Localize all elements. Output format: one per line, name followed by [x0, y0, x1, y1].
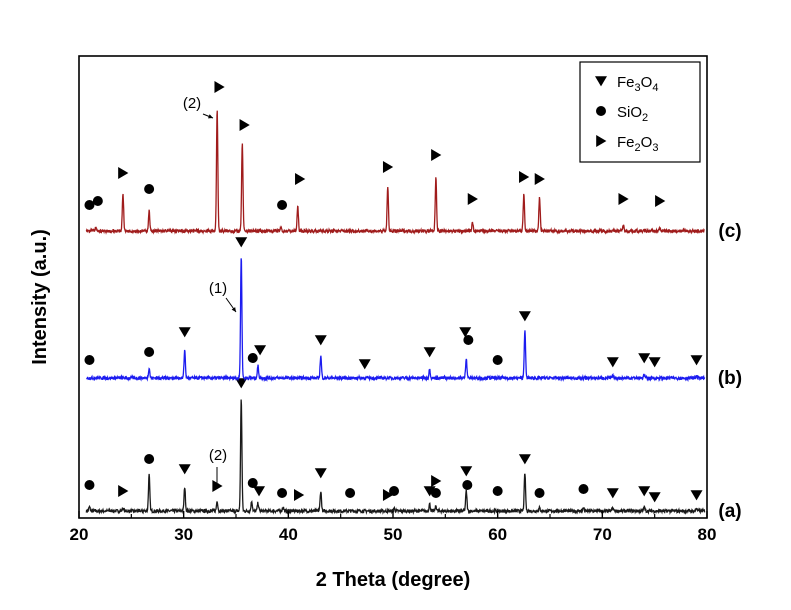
- peak-marker-triangle-down: [606, 488, 619, 499]
- peak-marker-triangle-down: [690, 490, 703, 501]
- peak-marker-triangle-down: [314, 335, 327, 346]
- x-tick-label: 50: [384, 525, 403, 544]
- peak-marker-triangle-right: [118, 485, 129, 497]
- annotation-arrowhead: [208, 114, 213, 119]
- x-tick-label: 70: [593, 525, 612, 544]
- peak-marker-triangle-down: [253, 486, 266, 497]
- peak-marker-triangle-right: [655, 195, 666, 207]
- annotations: (2) (1) (2): [183, 95, 237, 488]
- series-line-1: [86, 258, 706, 383]
- peak-marker-triangle-down: [518, 311, 531, 322]
- annotation-arrowhead: [231, 307, 236, 312]
- x-tick-label: 30: [174, 525, 193, 544]
- peak-marker-triangle-down: [648, 357, 661, 368]
- peak-marker-triangle-right: [467, 193, 478, 205]
- peak-marker-triangle-down: [358, 359, 371, 370]
- peak-marker-triangle-down: [459, 327, 472, 338]
- peak-marker-circle: [144, 347, 155, 357]
- peak-marker-circle: [345, 488, 356, 498]
- peak-annotation: (2): [209, 447, 227, 464]
- x-tick-label: 20: [70, 525, 89, 544]
- peak-marker-circle: [389, 486, 400, 496]
- peak-marker-circle: [144, 184, 155, 194]
- peak-marker-circle: [84, 480, 95, 490]
- peak-annotation: (1): [209, 280, 227, 297]
- peak-marker-circle: [277, 488, 288, 498]
- series-line-0: [85, 399, 706, 516]
- peak-marker-circle: [430, 488, 441, 498]
- peak-marker-triangle-right: [239, 119, 250, 131]
- peak-marker-circle: [84, 200, 95, 210]
- curve-label: (c): [718, 221, 741, 242]
- peak-marker-triangle-down: [423, 347, 436, 358]
- peak-marker-triangle-down: [690, 355, 703, 366]
- peak-marker-triangle-right: [295, 173, 306, 185]
- x-tick-label: 40: [279, 525, 298, 544]
- legend-entry-label: Fe2O3: [617, 134, 658, 154]
- peak-marker-triangle-down: [606, 357, 619, 368]
- peak-marker-circle: [84, 355, 95, 365]
- peak-marker-triangle-down: [460, 466, 473, 477]
- peak-marker-circle: [277, 200, 288, 210]
- peak-marker-circle: [534, 488, 545, 498]
- peak-annotation: (2): [183, 95, 201, 112]
- series-line-2: [85, 110, 705, 235]
- legend-marker-circle: [596, 106, 606, 116]
- peak-marker-circle: [144, 454, 155, 464]
- peak-marker-triangle-down: [254, 345, 267, 356]
- curve-labels: (a) (b) (c): [718, 221, 742, 522]
- peak-marker-circle: [247, 353, 258, 363]
- y-axis-title: Intensity (a.u.): [29, 229, 51, 365]
- curve-label: (b): [718, 368, 742, 389]
- peak-marker-circle: [492, 486, 503, 496]
- x-tick-label: 60: [488, 525, 507, 544]
- peak-marker-triangle-down: [314, 468, 327, 479]
- x-axis-title: 2 Theta (degree): [316, 569, 470, 591]
- peak-marker-triangle-down: [423, 486, 436, 497]
- legend: Fe3O4 SiO2 Fe2O3: [579, 61, 701, 163]
- legend-entry-label: SiO2: [617, 104, 648, 124]
- peak-marker-circle: [462, 480, 473, 490]
- peak-marker-triangle-right: [294, 489, 305, 501]
- peak-marker-triangle-right: [519, 171, 530, 183]
- peak-marker-triangle-right: [618, 193, 629, 205]
- peak-marker-triangle-down: [638, 353, 651, 364]
- curve-label: (a): [718, 501, 741, 522]
- peak-marker-triangle-right: [382, 161, 394, 173]
- peak-marker-circle: [92, 196, 103, 206]
- peak-marker-triangle-down: [638, 486, 651, 497]
- peak-marker-triangle-down: [178, 327, 191, 338]
- peak-marker-triangle-right: [534, 173, 545, 185]
- legend-marker-triangle-right: [596, 135, 607, 147]
- peak-marker-circle: [247, 478, 258, 488]
- peak-marker-triangle-right: [214, 81, 225, 93]
- peak-marker-circle: [463, 335, 474, 345]
- peak-marker-triangle-down: [235, 378, 248, 389]
- peak-marker-triangle-right: [382, 489, 394, 501]
- peak-marker-triangle-down: [518, 454, 531, 465]
- peak-marker-triangle-down: [235, 237, 248, 248]
- plot-area: [84, 81, 706, 516]
- peak-marker-circle: [578, 484, 589, 494]
- peak-marker-triangle-right: [431, 475, 442, 487]
- legend-marker-triangle-down: [595, 76, 607, 87]
- x-axis: 20 30 40 50 60 70 80: [70, 511, 717, 544]
- peak-marker-circle: [492, 355, 503, 365]
- legend-entry-label: Fe3O4: [617, 74, 658, 94]
- peak-marker-triangle-right: [431, 149, 442, 161]
- peak-marker-triangle-down: [648, 492, 661, 503]
- peak-marker-triangle-right: [118, 167, 129, 179]
- x-tick-label: 80: [698, 525, 717, 544]
- annotation-arrowhead: [214, 483, 220, 488]
- peak-marker-triangle-down: [178, 464, 191, 475]
